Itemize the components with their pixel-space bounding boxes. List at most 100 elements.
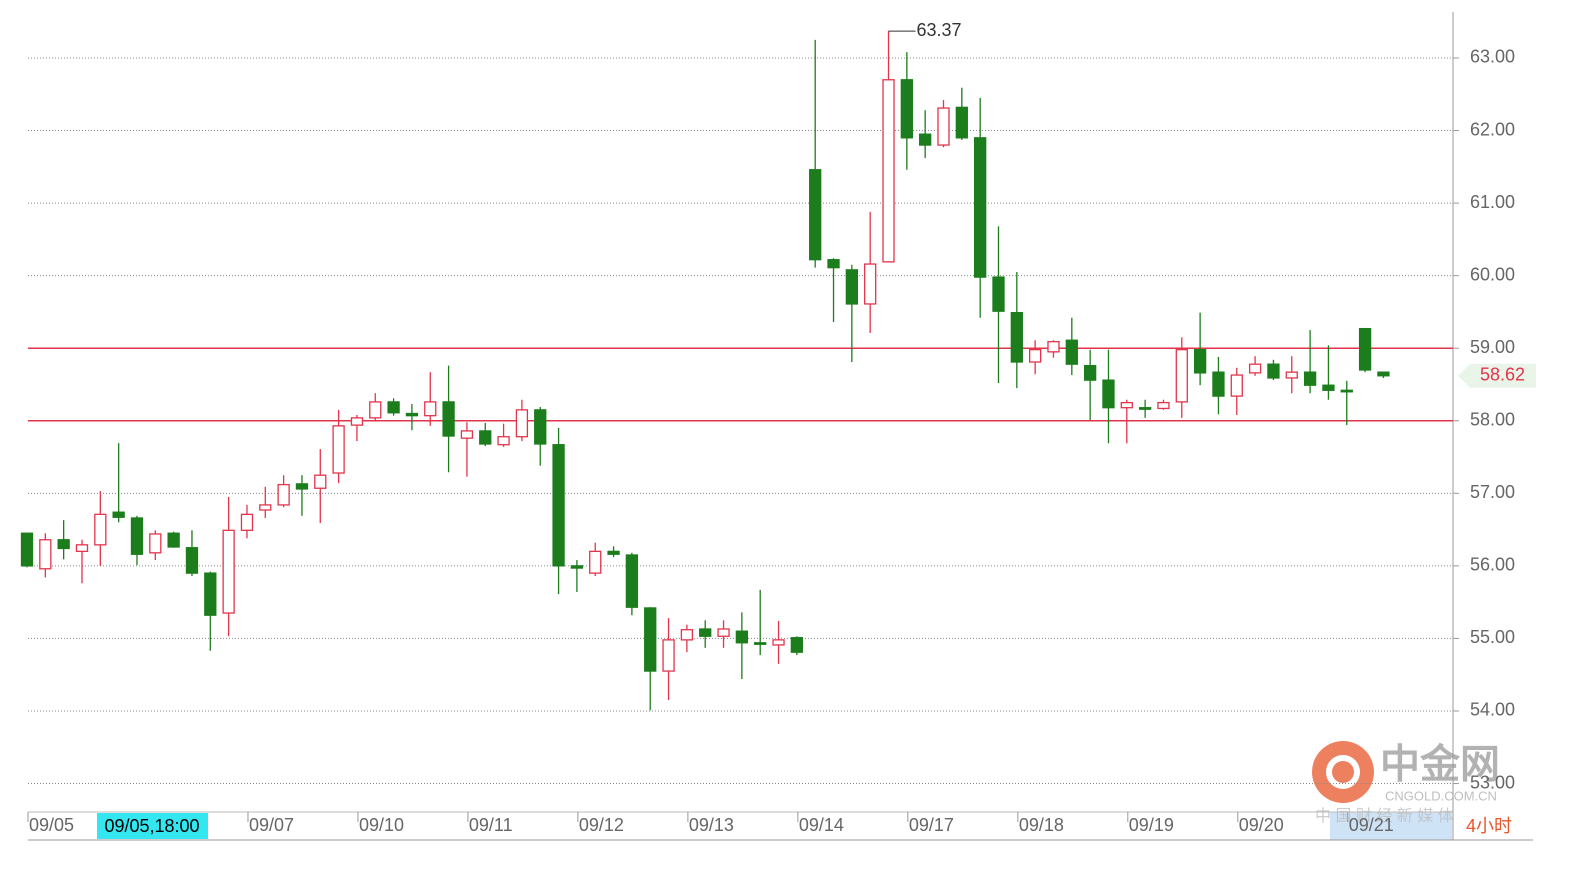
- candle-body: [1267, 363, 1280, 379]
- candle-body: [735, 630, 749, 644]
- candle-body: [112, 511, 125, 518]
- x-tick-label: 09/18: [1019, 815, 1064, 835]
- candle-body: [625, 554, 639, 608]
- x-tick-label: 09/19: [1129, 815, 1174, 835]
- y-tick-label: 62.00: [1470, 119, 1515, 139]
- candle-body: [332, 425, 345, 474]
- candle-body: [607, 550, 620, 555]
- candle-body: [1102, 379, 1115, 409]
- candle-body: [479, 430, 492, 445]
- watermark-logo-mark: [1312, 741, 1374, 803]
- candle-body: [1047, 341, 1060, 353]
- candle-body: [1358, 327, 1372, 371]
- candle-body: [589, 550, 602, 574]
- x-tick-label: 09/07: [249, 815, 294, 835]
- candle-body: [974, 137, 987, 278]
- candle-body: [1120, 401, 1133, 409]
- y-tick-label: 60.00: [1470, 264, 1515, 284]
- candle-body: [20, 532, 34, 567]
- candle-body: [204, 572, 217, 616]
- x-tick-label: 09/13: [689, 815, 734, 835]
- candle-body: [369, 401, 382, 419]
- candle-body: [1193, 349, 1207, 374]
- candle-body: [864, 263, 877, 305]
- candle-body: [1285, 371, 1298, 379]
- candle-body: [1175, 349, 1188, 403]
- y-tick-label: 56.00: [1470, 555, 1515, 575]
- watermark-logo: 中金网: [1380, 742, 1500, 787]
- y-tick-label: 58.00: [1470, 410, 1515, 430]
- candle-body: [259, 504, 272, 511]
- y-tick-label: 63.00: [1470, 47, 1515, 67]
- candle-body: [1029, 349, 1042, 363]
- candle-body: [1377, 371, 1390, 377]
- candle-body: [185, 547, 199, 574]
- candle-body: [1065, 339, 1078, 365]
- candle-body: [442, 401, 455, 437]
- x-tick-label: 09/20: [1239, 815, 1284, 835]
- candle-body: [57, 539, 70, 550]
- candle-body: [222, 529, 235, 614]
- candle-body: [992, 276, 1005, 312]
- candle-body: [680, 629, 694, 641]
- candle-body: [809, 169, 822, 261]
- candle-body: [130, 517, 144, 555]
- candle-body: [570, 565, 584, 569]
- candle-body: [754, 642, 767, 645]
- candle-body: [75, 544, 89, 553]
- candle-body: [149, 533, 162, 554]
- candle-body: [1083, 364, 1097, 381]
- candle-body: [919, 133, 932, 146]
- candle-body: [900, 79, 913, 139]
- y-tick-label: 53.00: [1470, 772, 1515, 792]
- candle-body: [240, 513, 254, 531]
- candle-body: [277, 483, 290, 506]
- candle-body: [460, 430, 474, 439]
- candle-body: [955, 106, 968, 139]
- candle-body: [772, 639, 785, 646]
- candle-body: [1010, 312, 1023, 363]
- candle-body: [515, 409, 529, 438]
- candle-body: [387, 401, 400, 414]
- watermark-url: CNGOLD.COM.CN: [1385, 788, 1497, 803]
- cursor-label-box: [97, 813, 208, 839]
- x-tick-label: 09/10: [359, 815, 404, 835]
- candle-body: [1322, 384, 1335, 391]
- x-tick-label: 09/17: [909, 815, 954, 835]
- x-tick-label: 09/05: [29, 815, 74, 835]
- candle-body: [827, 259, 840, 269]
- candle-body: [699, 628, 712, 637]
- max-annotation: 63.37: [917, 20, 962, 40]
- y-tick-label: 54.00: [1470, 700, 1515, 720]
- y-tick-label: 57.00: [1470, 482, 1515, 502]
- y-tick-label: 59.00: [1470, 337, 1515, 357]
- candle-body: [717, 628, 730, 637]
- candle-body: [1138, 407, 1152, 410]
- last-price-tag: [1458, 363, 1536, 388]
- y-tick-label: 55.00: [1470, 627, 1515, 647]
- candle-body: [1303, 371, 1317, 386]
- candle-body: [94, 513, 107, 546]
- x-tick-label: 09/12: [579, 815, 624, 835]
- candle-body: [1340, 389, 1353, 393]
- candle-body: [937, 107, 950, 146]
- x-tick-label: 09/11: [469, 815, 513, 835]
- candle-body: [314, 474, 327, 489]
- candle-body: [1157, 401, 1170, 410]
- last-price-label: 58.62: [1480, 365, 1525, 385]
- candle-body: [1212, 371, 1225, 397]
- candle-body: [882, 79, 895, 263]
- candle-body: [350, 417, 364, 426]
- candle-body: [424, 401, 437, 417]
- candle-body: [534, 409, 547, 445]
- candle-body: [790, 637, 804, 653]
- candle-body: [39, 539, 52, 570]
- candle-body: [167, 532, 180, 548]
- candle-body: [1248, 363, 1262, 374]
- candle-body: [644, 607, 657, 672]
- watermark-logo-mark: [1326, 755, 1360, 789]
- candle-body: [497, 436, 510, 446]
- period-label: 4小时: [1466, 816, 1512, 836]
- candle-body: [845, 269, 858, 305]
